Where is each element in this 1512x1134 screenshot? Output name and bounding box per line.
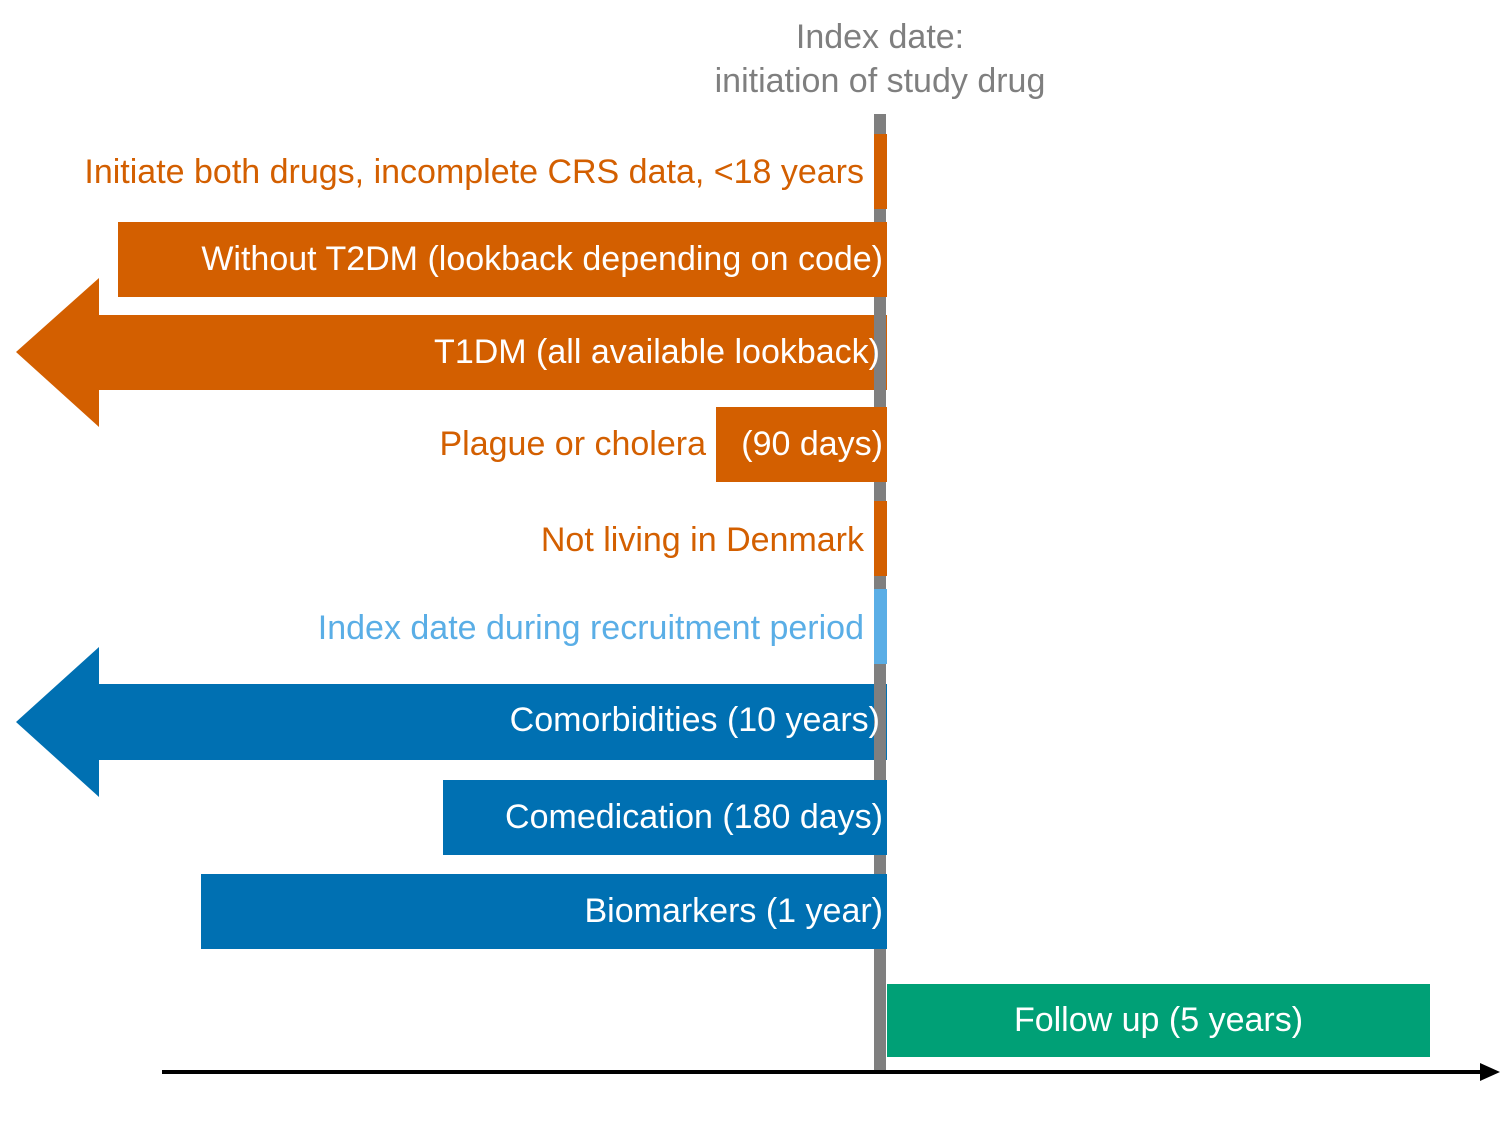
not-living-label: Not living in Denmark bbox=[540, 521, 864, 559]
comedication-label: Comedication (180 days) bbox=[505, 798, 883, 836]
recruitment-label: Index date during recruitment period bbox=[317, 609, 864, 647]
index-date-title: Index date: bbox=[795, 18, 965, 56]
follow-up-label: Follow up (5 years) bbox=[1013, 1001, 1304, 1039]
t1dm-lookback-arrow bbox=[16, 278, 887, 427]
comedication-bar: Comedication (180 days) bbox=[443, 780, 887, 855]
plague-label: Plague or cholera bbox=[439, 425, 706, 463]
comorbidities-label: Comorbidities (10 years) bbox=[509, 701, 880, 739]
follow-up-bar: Follow up (5 years) bbox=[887, 984, 1430, 1057]
plague-window-label: (90 days) bbox=[741, 425, 883, 463]
index-date-subtitle: initiation of study drug bbox=[714, 62, 1046, 100]
initiate-both-marker bbox=[874, 134, 887, 209]
not-living-marker bbox=[874, 501, 887, 576]
plague-window-bar: (90 days) bbox=[716, 407, 887, 482]
without-t2dm-label: Without T2DM (lookback depending on code… bbox=[201, 240, 883, 278]
t1dm-label: T1DM (all available lookback) bbox=[434, 333, 880, 371]
recruitment-marker bbox=[874, 589, 887, 664]
initiate-both-label: Initiate both drugs, incomplete CRS data… bbox=[84, 153, 864, 191]
time-axis-arrowhead bbox=[1480, 1063, 1500, 1081]
without-t2dm-bar: Without T2DM (lookback depending on code… bbox=[118, 222, 887, 297]
comorbidities-lookback-arrow bbox=[16, 647, 887, 797]
biomarkers-bar: Biomarkers (1 year) bbox=[201, 874, 887, 949]
biomarkers-label: Biomarkers (1 year) bbox=[584, 892, 883, 930]
